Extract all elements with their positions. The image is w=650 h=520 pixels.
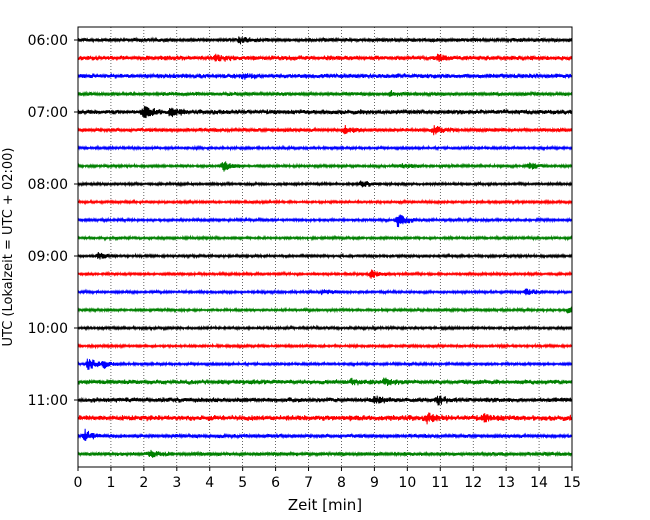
x-tick-label-9: 9 <box>370 475 379 491</box>
x-tick-label-4: 4 <box>205 475 214 491</box>
x-tick-label-2: 2 <box>139 475 148 491</box>
trace-0845 <box>77 234 573 242</box>
y-tick-label-0900: 09:00 <box>28 249 68 265</box>
x-tick-label-15: 15 <box>563 475 581 491</box>
x-axis-label: Zeit [min] <box>288 496 362 514</box>
trace-0730 <box>77 144 573 152</box>
grid <box>110 27 540 467</box>
x-tick-label-12: 12 <box>464 475 482 491</box>
trace-1045 <box>77 377 573 386</box>
trace-0930 <box>77 288 573 296</box>
trace-0700 <box>77 106 573 119</box>
x-tick-label-0: 0 <box>74 475 83 491</box>
x-tick-label-10: 10 <box>398 475 416 491</box>
trace-0800 <box>77 180 573 188</box>
y-tick-label-0700: 07:00 <box>28 105 68 121</box>
x-axis: 0 1 2 3 4 5 6 7 8 9 10 11 12 13 14 15 <box>74 467 581 491</box>
plot-frame <box>77 26 573 468</box>
trace-0645 <box>77 89 573 98</box>
trace-1015 <box>77 342 573 350</box>
x-tick-label-11: 11 <box>431 475 449 491</box>
trace-0815 <box>77 198 573 206</box>
x-tick-label-13: 13 <box>497 475 515 491</box>
trace-1130 <box>77 428 573 442</box>
trace-0745 <box>77 161 573 172</box>
x-tick-label-6: 6 <box>271 475 280 491</box>
trace-0615 <box>77 53 573 63</box>
trace-1000 <box>77 324 573 332</box>
x-tick-label-8: 8 <box>337 475 346 491</box>
seismic-traces <box>77 36 573 458</box>
x-tick-label-1: 1 <box>106 475 115 491</box>
trace-1100 <box>77 395 573 406</box>
y-axis-label: UTC (Lokalzeit = UTC + 02:00) <box>1 148 16 347</box>
y-axis: 06:00 07:00 08:00 09:00 10:00 11:00 <box>28 33 78 409</box>
trace-0915 <box>77 269 573 279</box>
y-tick-label-1100: 11:00 <box>28 393 68 409</box>
y-tick-label-1000: 10:00 <box>28 321 68 337</box>
y-tick-label-0600: 06:00 <box>28 33 68 49</box>
trace-0900 <box>77 252 573 260</box>
trace-1145 <box>77 449 573 458</box>
y-tick-label-0800: 08:00 <box>28 177 68 193</box>
trace-0600 <box>77 36 573 45</box>
x-tick-label-5: 5 <box>238 475 247 491</box>
trace-1115 <box>77 412 573 425</box>
trace-0830 <box>77 214 573 228</box>
trace-1030 <box>77 358 573 370</box>
x-tick-label-14: 14 <box>530 475 548 491</box>
x-tick-label-3: 3 <box>172 475 181 491</box>
x-tick-label-7: 7 <box>304 475 313 491</box>
trace-0630 <box>77 72 573 80</box>
trace-0945 <box>77 306 573 314</box>
trace-0715 <box>77 125 573 136</box>
